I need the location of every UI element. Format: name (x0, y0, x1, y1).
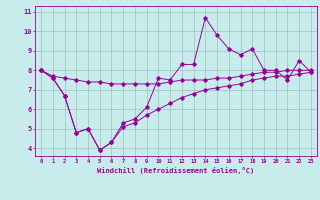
X-axis label: Windchill (Refroidissement éolien,°C): Windchill (Refroidissement éolien,°C) (97, 167, 255, 174)
